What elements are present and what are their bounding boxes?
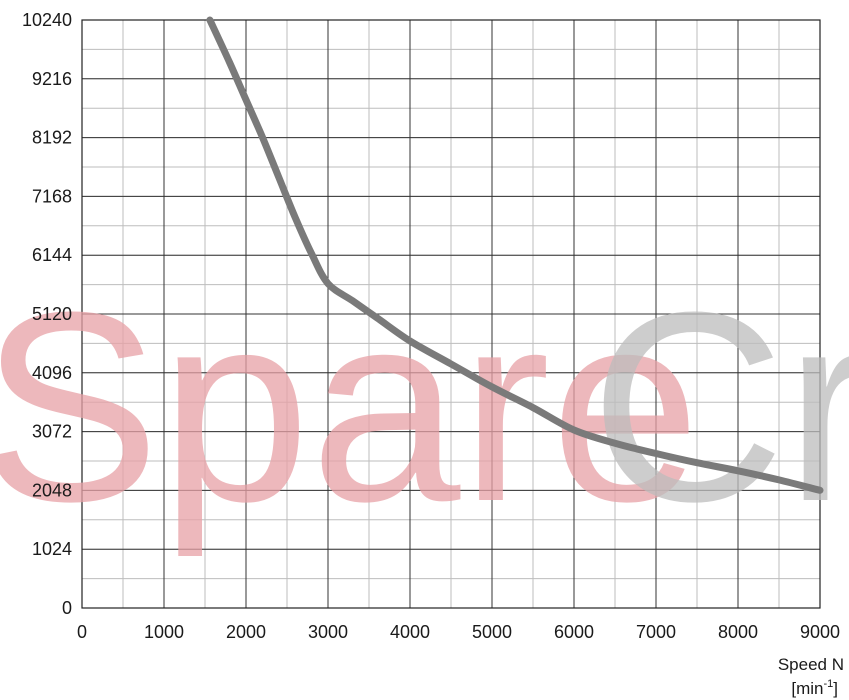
x-tick-label: 3000 bbox=[308, 622, 348, 642]
x-tick-label: 9000 bbox=[800, 622, 840, 642]
x-axis-unit-end: ] bbox=[833, 679, 838, 698]
y-tick-label: 10240 bbox=[22, 10, 72, 30]
y-tick-label: 5120 bbox=[32, 304, 72, 324]
watermark: Spare Cru bbox=[0, 257, 849, 559]
x-tick-label: 0 bbox=[77, 622, 87, 642]
x-axis-unit-main: [min bbox=[791, 679, 823, 698]
series-layer bbox=[206, 16, 824, 494]
y-tick-label: 8192 bbox=[32, 128, 72, 148]
plot-frame bbox=[81, 19, 821, 609]
x-tick-label: 2000 bbox=[226, 622, 266, 642]
series-line bbox=[206, 16, 824, 494]
y-tick-label: 4096 bbox=[32, 363, 72, 383]
x-tick-labels: 0 1000 2000 3000 4000 5000 6000 7000 8000 9000 bbox=[77, 622, 840, 642]
grid-major bbox=[81, 19, 821, 609]
y-tick-label: 1024 bbox=[32, 539, 72, 559]
x-tick-label: 4000 bbox=[390, 622, 430, 642]
y-tick-label: 6144 bbox=[32, 245, 72, 265]
y-tick-label: 3072 bbox=[32, 422, 72, 442]
x-tick-label: 8000 bbox=[718, 622, 758, 642]
y-tick-labels: 0 1024 2048 3072 4096 5120 6144 7168 8192 9216 102… bbox=[22, 10, 72, 618]
y-tick-label: 7168 bbox=[32, 186, 72, 206]
y-tick-label: 2048 bbox=[32, 480, 72, 500]
x-axis-unit-sup: -1 bbox=[823, 678, 833, 690]
watermark-cru: Cru bbox=[590, 257, 849, 558]
x-tick-label: 1000 bbox=[144, 622, 184, 642]
y-tick-label: 0 bbox=[62, 598, 72, 618]
x-tick-label: 5000 bbox=[472, 622, 512, 642]
x-tick-label: 7000 bbox=[636, 622, 676, 642]
x-axis-unit: [min-1] bbox=[791, 678, 838, 698]
watermark-spare: Spare bbox=[0, 257, 700, 559]
y-tick-label: 9216 bbox=[32, 69, 72, 89]
x-tick-label: 6000 bbox=[554, 622, 594, 642]
x-axis-title: Speed N bbox=[778, 655, 844, 674]
